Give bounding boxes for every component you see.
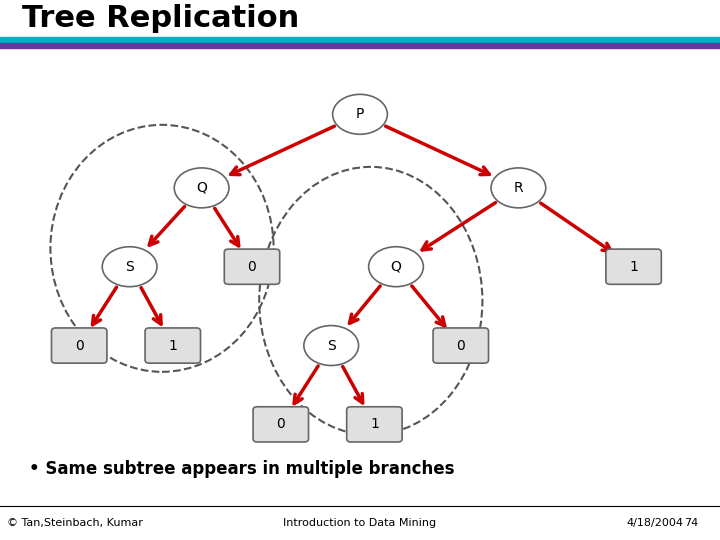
FancyBboxPatch shape: [52, 328, 107, 363]
Text: P: P: [356, 107, 364, 122]
Text: S: S: [327, 339, 336, 353]
Circle shape: [369, 247, 423, 287]
Bar: [0, 37, 720, 43]
Text: 4/18/2004: 4/18/2004: [626, 518, 683, 528]
FancyBboxPatch shape: [225, 249, 280, 285]
Text: 0: 0: [456, 339, 465, 353]
FancyBboxPatch shape: [606, 249, 661, 285]
FancyBboxPatch shape: [433, 328, 488, 363]
Text: 0: 0: [248, 260, 256, 274]
FancyBboxPatch shape: [347, 407, 402, 442]
Bar: [0, 43, 720, 48]
Text: 0: 0: [75, 339, 84, 353]
Text: R: R: [513, 181, 523, 195]
Text: Q: Q: [390, 260, 402, 274]
Text: S: S: [125, 260, 134, 274]
Circle shape: [174, 168, 229, 208]
Text: 1: 1: [168, 339, 177, 353]
Text: © Tan,Steinbach, Kumar: © Tan,Steinbach, Kumar: [7, 518, 143, 528]
Text: 74: 74: [684, 518, 698, 528]
Circle shape: [333, 94, 387, 134]
FancyBboxPatch shape: [253, 407, 309, 442]
Text: 0: 0: [276, 417, 285, 431]
Text: Tree Replication: Tree Replication: [22, 4, 299, 33]
Text: • Same subtree appears in multiple branches: • Same subtree appears in multiple branc…: [29, 460, 454, 478]
Text: 1: 1: [629, 260, 638, 274]
Circle shape: [491, 168, 546, 208]
Circle shape: [102, 247, 157, 287]
Text: 1: 1: [370, 417, 379, 431]
Text: Introduction to Data Mining: Introduction to Data Mining: [284, 518, 436, 528]
Circle shape: [304, 326, 359, 366]
Text: Q: Q: [196, 181, 207, 195]
FancyBboxPatch shape: [145, 328, 200, 363]
